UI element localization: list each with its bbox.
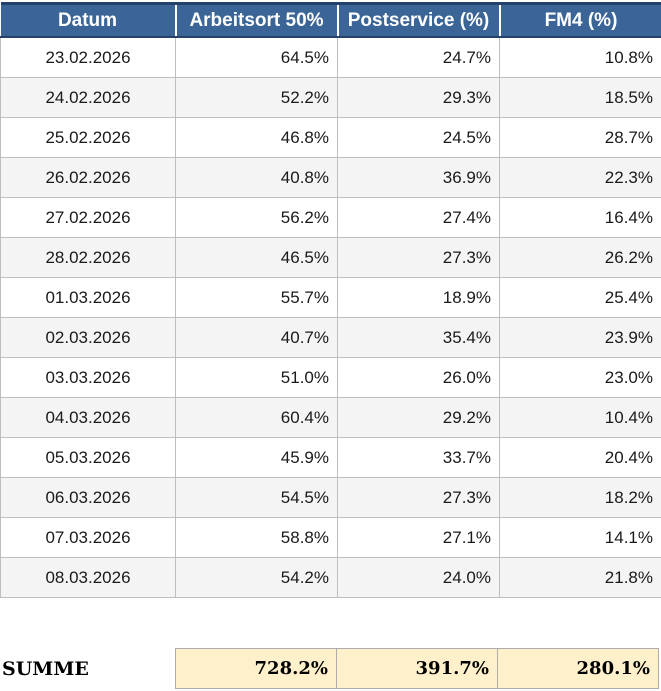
date-cell[interactable]: 02.03.2026 [0, 317, 176, 358]
arbeitsort-cell[interactable]: 40.7% [175, 317, 338, 358]
postservice-cell[interactable]: 27.1% [337, 517, 500, 558]
table-body: 23.02.2026 64.5% 24.7% 10.8% 24.02.2026 … [0, 36, 661, 598]
column-header-postservice[interactable]: Postservice (%) [336, 2, 501, 38]
postservice-cell[interactable]: 27.3% [337, 477, 500, 518]
summary-cell-arbeitsort[interactable]: 728.2% [175, 648, 337, 689]
date-cell[interactable]: 04.03.2026 [0, 397, 176, 438]
fm4-cell[interactable]: 20.4% [499, 437, 661, 478]
arbeitsort-cell[interactable]: 64.5% [175, 36, 338, 78]
fm4-cell[interactable]: 28.7% [499, 117, 661, 158]
table-row: 28.02.2026 46.5% 27.3% 26.2% [0, 237, 661, 278]
date-cell[interactable]: 08.03.2026 [0, 557, 176, 598]
arbeitsort-cell[interactable]: 54.2% [175, 557, 338, 598]
fm4-cell[interactable]: 25.4% [499, 277, 661, 318]
fm4-cell[interactable]: 23.0% [499, 357, 661, 398]
table-row: 01.03.2026 55.7% 18.9% 25.4% [0, 277, 661, 318]
table-row: 03.03.2026 51.0% 26.0% 23.0% [0, 357, 661, 398]
postservice-cell[interactable]: 33.7% [337, 437, 500, 478]
header-row: Datum Arbeitsort 50% Postservice (%) FM4… [0, 2, 661, 38]
arbeitsort-cell[interactable]: 55.7% [175, 277, 338, 318]
fm4-cell[interactable]: 23.9% [499, 317, 661, 358]
date-cell[interactable]: 27.02.2026 [0, 197, 176, 238]
attendance-table: Datum Arbeitsort 50% Postservice (%) FM4… [0, 2, 661, 598]
fm4-cell[interactable]: 10.4% [499, 397, 661, 438]
arbeitsort-cell[interactable]: 54.5% [175, 477, 338, 518]
arbeitsort-cell[interactable]: 52.2% [175, 77, 338, 118]
fm4-cell[interactable]: 14.1% [499, 517, 661, 558]
postservice-cell[interactable]: 27.3% [337, 237, 500, 278]
date-cell[interactable]: 23.02.2026 [0, 36, 176, 78]
summary-cell-postservice[interactable]: 391.7% [336, 648, 498, 689]
fm4-cell[interactable]: 26.2% [499, 237, 661, 278]
postservice-cell[interactable]: 35.4% [337, 317, 500, 358]
postservice-cell[interactable]: 24.7% [337, 36, 500, 78]
postservice-cell[interactable]: 29.3% [337, 77, 500, 118]
postservice-cell[interactable]: 27.4% [337, 197, 500, 238]
column-header-arbeitsort[interactable]: Arbeitsort 50% [174, 2, 339, 38]
postservice-cell[interactable]: 24.0% [337, 557, 500, 598]
table-row: 05.03.2026 45.9% 33.7% 20.4% [0, 437, 661, 478]
arbeitsort-cell[interactable]: 46.5% [175, 237, 338, 278]
table-row: 02.03.2026 40.7% 35.4% 23.9% [0, 317, 661, 358]
date-cell[interactable]: 07.03.2026 [0, 517, 176, 558]
table-row: 25.02.2026 46.8% 24.5% 28.7% [0, 117, 661, 158]
arbeitsort-cell[interactable]: 60.4% [175, 397, 338, 438]
arbeitsort-cell[interactable]: 56.2% [175, 197, 338, 238]
fm4-cell[interactable]: 18.5% [499, 77, 661, 118]
arbeitsort-cell[interactable]: 45.9% [175, 437, 338, 478]
table-row: 23.02.2026 64.5% 24.7% 10.8% [0, 36, 661, 78]
summary-cell-fm4[interactable]: 280.1% [497, 648, 659, 689]
date-cell[interactable]: 01.03.2026 [0, 277, 176, 318]
column-header-datum[interactable]: Datum [0, 2, 177, 38]
date-cell[interactable]: 28.02.2026 [0, 237, 176, 278]
table-row: 26.02.2026 40.8% 36.9% 22.3% [0, 157, 661, 198]
postservice-cell[interactable]: 29.2% [337, 397, 500, 438]
postservice-cell[interactable]: 24.5% [337, 117, 500, 158]
arbeitsort-cell[interactable]: 51.0% [175, 357, 338, 398]
arbeitsort-cell[interactable]: 58.8% [175, 517, 338, 558]
table-row: 06.03.2026 54.5% 27.3% 18.2% [0, 477, 661, 518]
column-header-fm4[interactable]: FM4 (%) [498, 2, 661, 38]
postservice-cell[interactable]: 36.9% [337, 157, 500, 198]
table-row: 07.03.2026 58.8% 27.1% 14.1% [0, 517, 661, 558]
fm4-cell[interactable]: 21.8% [499, 557, 661, 598]
arbeitsort-cell[interactable]: 40.8% [175, 157, 338, 198]
date-cell[interactable]: 25.02.2026 [0, 117, 176, 158]
fm4-cell[interactable]: 18.2% [499, 477, 661, 518]
date-cell[interactable]: 26.02.2026 [0, 157, 176, 198]
date-cell[interactable]: 03.03.2026 [0, 357, 176, 398]
date-cell[interactable]: 05.03.2026 [0, 437, 176, 478]
summary-label: SUMME [2, 657, 89, 680]
fm4-cell[interactable]: 16.4% [499, 197, 661, 238]
date-cell[interactable]: 06.03.2026 [0, 477, 176, 518]
table-row: 27.02.2026 56.2% 27.4% 16.4% [0, 197, 661, 238]
postservice-cell[interactable]: 26.0% [337, 357, 500, 398]
table-row: 04.03.2026 60.4% 29.2% 10.4% [0, 397, 661, 438]
fm4-cell[interactable]: 10.8% [499, 36, 661, 78]
summary-row: SUMME 728.2% 391.7% 280.1% [0, 648, 661, 689]
date-cell[interactable]: 24.02.2026 [0, 77, 176, 118]
fm4-cell[interactable]: 22.3% [499, 157, 661, 198]
table-row: 08.03.2026 54.2% 24.0% 21.8% [0, 557, 661, 598]
arbeitsort-cell[interactable]: 46.8% [175, 117, 338, 158]
table-row: 24.02.2026 52.2% 29.3% 18.5% [0, 77, 661, 118]
postservice-cell[interactable]: 18.9% [337, 277, 500, 318]
